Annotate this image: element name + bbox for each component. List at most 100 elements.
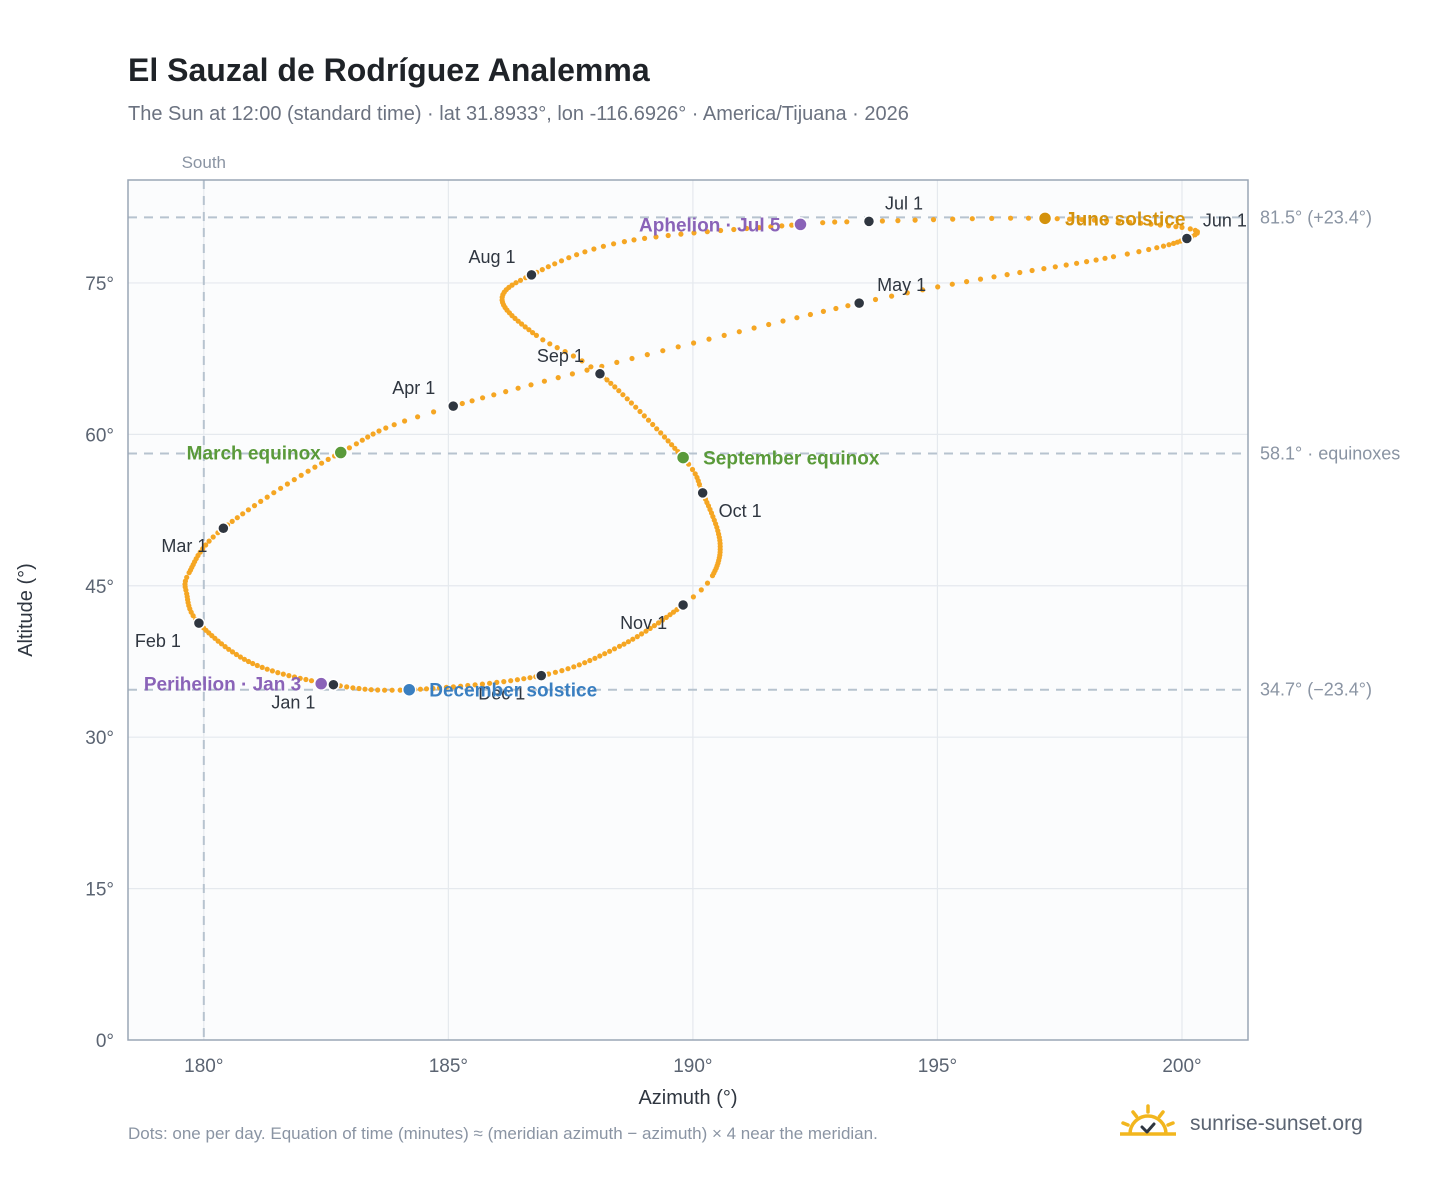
daily-point: [904, 290, 910, 296]
month-label: Jan 1: [271, 693, 315, 713]
daily-point: [591, 246, 597, 252]
month-label: Mar 1: [161, 536, 207, 556]
daily-point: [579, 358, 585, 364]
daily-point: [731, 226, 737, 233]
brand[interactable]: sunrise-sunset.org: [1120, 1104, 1363, 1144]
daily-point: [397, 687, 403, 693]
daily-point: [376, 428, 382, 434]
markers: Jan 1 Feb 1 Mar 1 Apr 1 May 1 Jun 1 Jul 1 Aug 1…: [135, 193, 1247, 712]
event-label: March equinox: [187, 444, 322, 465]
month-label: May 1: [877, 275, 926, 295]
month-marker: [535, 669, 548, 682]
daily-point: [229, 518, 235, 525]
daily-point: [639, 631, 645, 637]
grid: [128, 180, 1248, 1040]
daily-point: [559, 668, 565, 674]
daily-point: [391, 422, 397, 428]
daily-point: [756, 225, 762, 231]
daily-point: [250, 660, 256, 667]
daily-point: [297, 675, 303, 681]
month-marker: [593, 367, 607, 381]
daily-point: [611, 241, 617, 247]
daily-point: [566, 255, 572, 261]
daily-point: [1054, 216, 1060, 222]
daily-point: [206, 538, 212, 544]
daily-point: [383, 425, 389, 431]
y-tick-label: 45°: [85, 577, 114, 598]
month-marker: [852, 296, 866, 310]
daily-point: [920, 287, 926, 293]
daily-point: [555, 375, 561, 381]
daily-point: [521, 676, 527, 682]
daily-point: [1008, 215, 1014, 221]
daily-point: [469, 398, 475, 404]
x-axis-label: Azimuth (°): [638, 1087, 737, 1109]
daily-point: [280, 671, 286, 677]
brand-name: sunrise-sunset.org: [1190, 1112, 1363, 1135]
daily-point: [1025, 215, 1032, 221]
daily-point: [663, 614, 669, 621]
daily-point: [587, 657, 593, 664]
month-marker: [676, 598, 690, 612]
daily-point: [977, 276, 984, 282]
daily-point: [1063, 262, 1069, 268]
daily-point: [1102, 255, 1108, 261]
daily-point: [245, 507, 251, 513]
daily-point: [443, 684, 449, 691]
daily-point: [592, 655, 598, 661]
daily-point: [312, 464, 318, 470]
daily-point: [964, 279, 970, 285]
daily-point: [616, 643, 623, 649]
daily-point: [431, 409, 437, 415]
daily-point: [539, 267, 545, 273]
daily-point: [259, 664, 265, 671]
month-label: Apr 1: [392, 378, 435, 398]
month-marker: [525, 268, 538, 282]
daily-point: [744, 225, 750, 232]
event-marker: [675, 450, 691, 465]
daily-point: [365, 434, 371, 440]
daily-point: [526, 327, 532, 333]
daily-point: [653, 234, 659, 240]
daily-point: [644, 352, 650, 358]
daily-point: [779, 223, 785, 229]
daily-point: [278, 485, 284, 491]
daily-point: [552, 261, 558, 267]
daily-point: [229, 649, 236, 655]
daily-point: [430, 685, 436, 692]
daily-point: [624, 396, 630, 402]
daily-point: [718, 227, 724, 234]
daily-point: [1074, 260, 1080, 266]
daily-point: [503, 389, 509, 395]
month-label: Aug 1: [468, 247, 515, 267]
daily-point: [643, 628, 649, 634]
daily-point: [698, 587, 704, 593]
daily-point: [382, 687, 388, 693]
daily-point: [1187, 226, 1193, 232]
daily-point: [582, 660, 588, 666]
daily-point: [689, 466, 696, 473]
daily-point: [633, 404, 639, 410]
daily-point: [479, 681, 485, 687]
daily-point: [558, 258, 565, 264]
daily-point: [562, 349, 568, 355]
daily-point: [608, 380, 614, 386]
month-marker: [1180, 232, 1194, 245]
daily-point: [254, 662, 260, 669]
daily-point: [588, 364, 594, 370]
altitude-reference-label: 58.1° · equinoxes: [1260, 444, 1400, 464]
daily-point: [645, 417, 652, 423]
month-label: Jun 1: [1203, 211, 1247, 231]
daily-point: [611, 646, 618, 652]
daily-point: [264, 494, 270, 500]
daily-point: [552, 669, 559, 675]
daily-point: [501, 679, 507, 685]
daily-point: [269, 668, 275, 674]
daily-point: [200, 546, 206, 552]
daily-point: [362, 686, 368, 692]
daily-point: [650, 421, 656, 428]
daily-point: [1179, 224, 1185, 230]
daily-point: [271, 490, 277, 496]
daily-point: [660, 348, 666, 354]
daily-point: [625, 639, 632, 645]
